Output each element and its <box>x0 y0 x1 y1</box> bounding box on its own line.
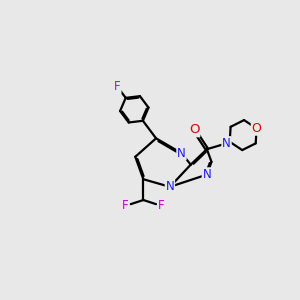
Text: N: N <box>177 147 186 160</box>
Text: F: F <box>114 80 121 93</box>
Text: F: F <box>122 199 129 212</box>
Text: F: F <box>158 199 164 212</box>
Text: N: N <box>202 168 211 181</box>
Text: N: N <box>166 180 174 193</box>
Text: O: O <box>189 123 200 136</box>
Text: N: N <box>222 137 231 150</box>
Text: O: O <box>252 122 262 135</box>
